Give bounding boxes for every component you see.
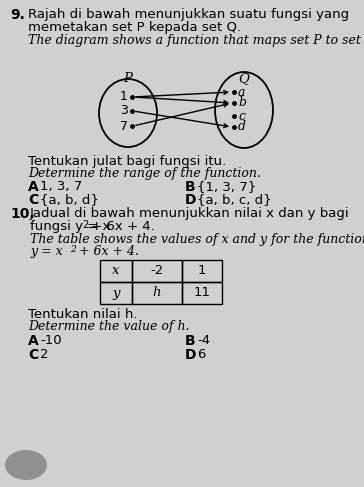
Text: Determine the range of the function.: Determine the range of the function.: [28, 167, 261, 180]
Bar: [100, 260, 132, 282]
Text: Q: Q: [238, 72, 249, 85]
Bar: [182, 282, 222, 304]
Text: 6: 6: [197, 348, 205, 361]
Text: B: B: [185, 334, 195, 348]
Text: -4: -4: [197, 334, 210, 347]
Text: -10: -10: [40, 334, 62, 347]
Text: C: C: [28, 193, 38, 207]
Text: Determine the value of h.: Determine the value of h.: [28, 320, 190, 333]
Text: memetakan set P kepada set Q.: memetakan set P kepada set Q.: [28, 21, 241, 34]
Text: 2: 2: [82, 220, 88, 230]
Bar: [132, 282, 182, 304]
Text: Tentukan nilai h.: Tentukan nilai h.: [28, 308, 138, 321]
Text: A: A: [28, 334, 39, 348]
Text: Jadual di bawah menunjukkan nilai x dan y bagi: Jadual di bawah menunjukkan nilai x dan …: [30, 207, 350, 220]
Text: 11: 11: [194, 286, 210, 300]
Text: The table shows the values of x and y for the function: The table shows the values of x and y fo…: [30, 233, 364, 246]
Text: 1, 3, 7: 1, 3, 7: [40, 180, 82, 193]
Text: A: A: [28, 180, 39, 194]
Text: + 6x + 4.: + 6x + 4.: [75, 245, 139, 258]
Text: {a, b, d}: {a, b, d}: [40, 193, 99, 206]
Text: x: x: [112, 264, 120, 278]
Text: {1, 3, 7}: {1, 3, 7}: [197, 180, 256, 193]
Text: 9.: 9.: [10, 8, 25, 22]
Text: y = x: y = x: [30, 245, 63, 258]
Text: {a, b, c, d}: {a, b, c, d}: [197, 193, 272, 206]
Bar: [182, 260, 222, 282]
Text: b: b: [238, 96, 246, 110]
Bar: [100, 282, 132, 304]
Text: Tentukan julat bagi fungsi itu.: Tentukan julat bagi fungsi itu.: [28, 155, 226, 168]
Text: 3: 3: [120, 105, 128, 117]
Text: Rajah di bawah menunjukkan suatu fungsi yang: Rajah di bawah menunjukkan suatu fungsi …: [28, 8, 349, 21]
Text: The diagram shows a function that maps set P to set Q.: The diagram shows a function that maps s…: [28, 34, 364, 47]
Bar: [132, 260, 182, 282]
Text: P: P: [123, 72, 132, 85]
Text: D: D: [185, 348, 197, 362]
Text: a: a: [238, 86, 245, 98]
Text: C: C: [28, 348, 38, 362]
Text: y: y: [112, 286, 120, 300]
Text: + 6x + 4.: + 6x + 4.: [87, 220, 155, 233]
Text: fungsi y = x: fungsi y = x: [30, 220, 110, 233]
Text: 2: 2: [40, 348, 48, 361]
Text: D: D: [185, 193, 197, 207]
Text: 1: 1: [120, 91, 128, 104]
Text: 138: 138: [10, 457, 42, 472]
Text: h: h: [153, 286, 161, 300]
Text: B: B: [185, 180, 195, 194]
Text: 2: 2: [70, 245, 76, 254]
Text: -2: -2: [150, 264, 164, 278]
Text: 1: 1: [198, 264, 206, 278]
Text: d: d: [238, 120, 246, 133]
Ellipse shape: [5, 450, 47, 480]
Text: 7: 7: [120, 119, 128, 132]
Text: c: c: [238, 110, 245, 123]
Text: 10.: 10.: [10, 207, 35, 221]
